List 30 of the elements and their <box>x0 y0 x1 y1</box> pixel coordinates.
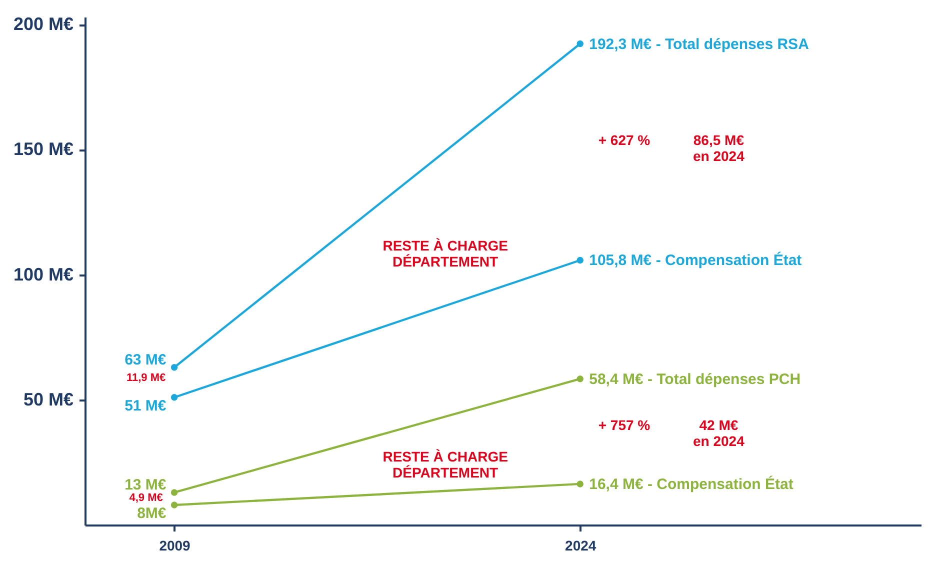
annotation: RESTE À CHARGE DÉPARTEMENT <box>382 238 508 270</box>
annotation: RESTE À CHARGE DÉPARTEMENT <box>382 448 508 480</box>
point <box>576 40 584 48</box>
data-label: 58,4 M€ - Total dépenses PCH <box>589 370 801 388</box>
data-label: 105,8 M€ - Compensation État <box>589 251 802 270</box>
data-label: 13 M€ <box>124 476 167 494</box>
data-label: 16,4 M€ - Compensation État <box>589 474 794 493</box>
annotation: 42 M€ en 2024 <box>693 416 745 449</box>
annotation: + 627 % <box>598 132 651 148</box>
y-tick-label: 100 M€ <box>13 264 74 284</box>
y-tick-label: 150 M€ <box>13 139 74 160</box>
y-tick-label: 50 M€ <box>23 389 74 410</box>
annotation: + 757 % <box>598 416 651 433</box>
point <box>170 364 178 371</box>
x-tick-label: 2009 <box>159 538 191 554</box>
point <box>170 394 178 401</box>
annotation: 11,9 M€ <box>126 372 166 384</box>
data-label: 192,3 M€ - Total dépenses RSA <box>589 36 810 53</box>
point <box>170 502 178 508</box>
point <box>576 480 584 488</box>
data-label: 63 M€ <box>124 351 167 368</box>
x-tick-label: 2024 <box>565 538 596 554</box>
point <box>576 256 584 264</box>
data-label: 8M€ <box>137 504 167 522</box>
point <box>170 489 178 496</box>
point <box>576 376 584 382</box>
annotation: 4,9 M€ <box>129 492 163 504</box>
annotation: 86,5 M€ en 2024 <box>693 132 745 164</box>
data-label: 51 M€ <box>124 397 167 414</box>
y-tick-label: 200 M€ <box>13 14 74 34</box>
